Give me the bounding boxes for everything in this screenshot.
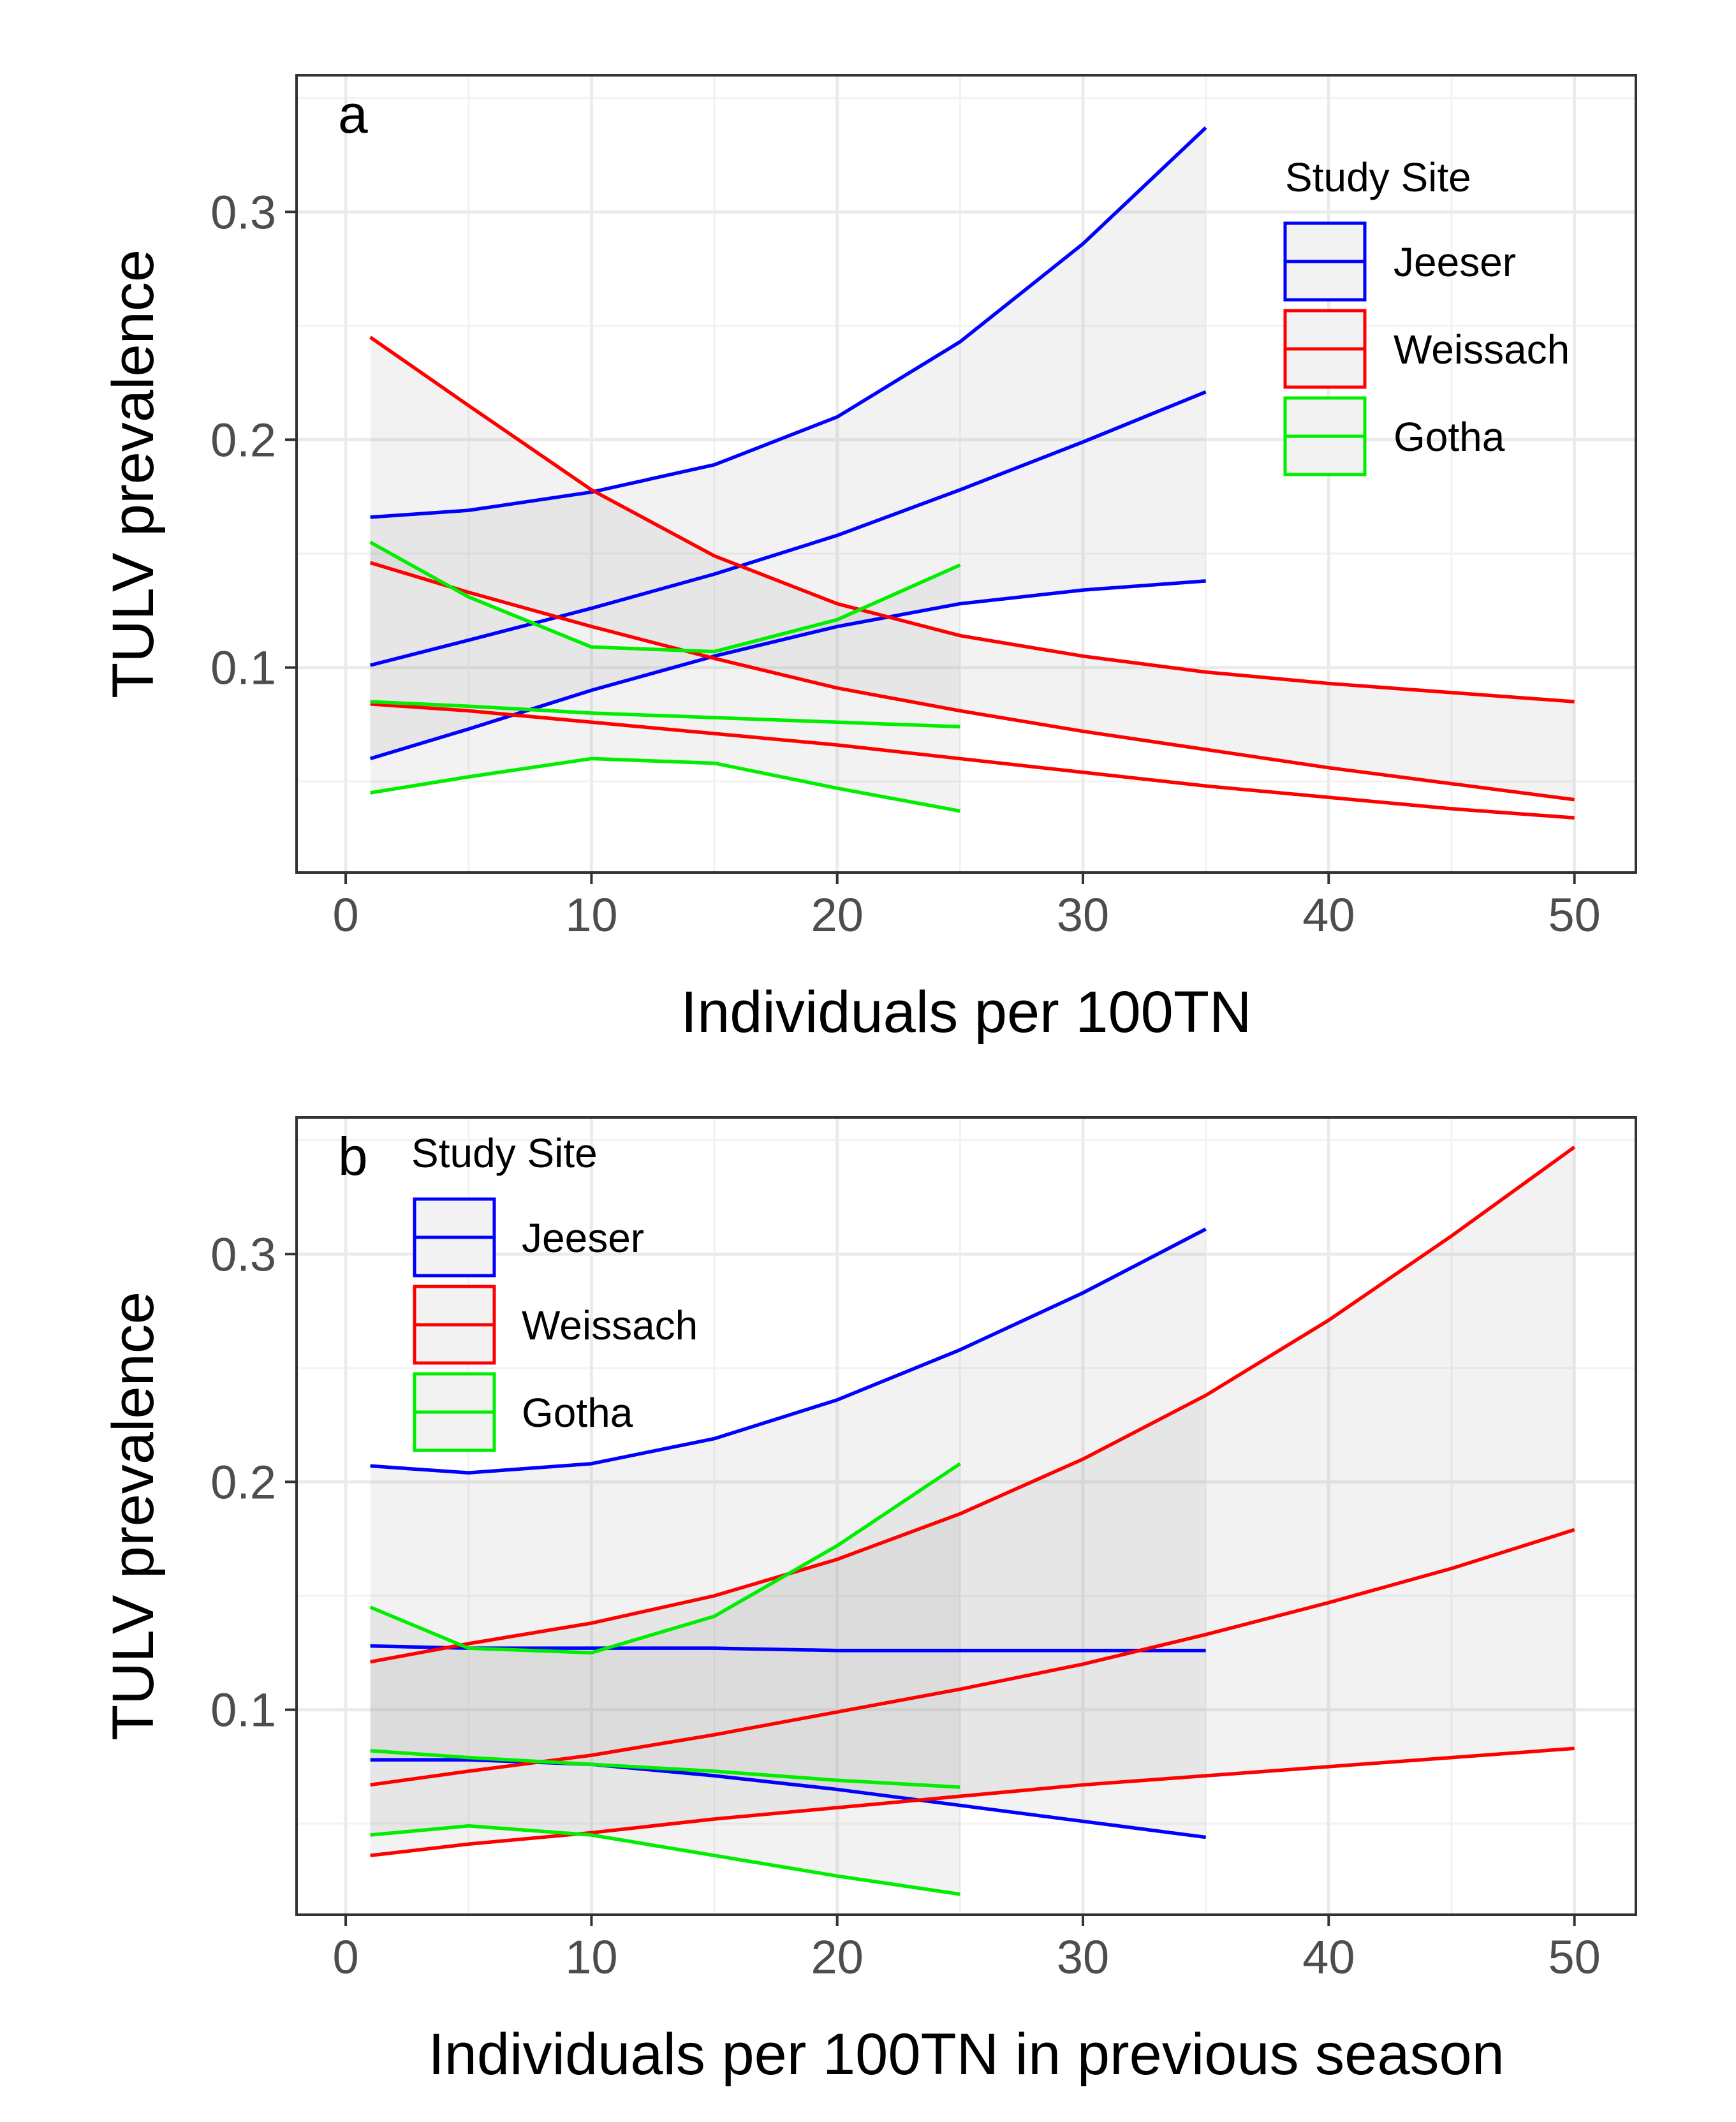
legend-label-gotha: Gotha [522, 1390, 633, 1436]
legend-label-weissach: Weissach [1394, 327, 1570, 372]
line-weissach-fit [370, 702, 1575, 820]
x-tick-label: 50 [1548, 888, 1601, 941]
line-gotha-fit [370, 700, 960, 729]
y-tick-label: 0.3 [210, 186, 276, 239]
ribbon-weissach [370, 337, 1575, 800]
line-jeeser-lower [369, 579, 1206, 761]
line-gotha-lower [370, 756, 960, 813]
panel-border [295, 74, 1637, 874]
ribbon-weissach [370, 1147, 1575, 1856]
x-axis-title: Individuals per 100TN [681, 980, 1252, 1045]
legend-item-jeeser: Jeeser [413, 1197, 644, 1278]
y-tick-label: 0.2 [210, 1455, 276, 1508]
legend: Study Site Jeeser Weissach Gotha [411, 1130, 698, 1452]
legend-label-jeeser: Jeeser [1394, 239, 1516, 285]
line-jeeser-upper [370, 126, 1207, 519]
line-weissach-upper [369, 335, 1575, 704]
legend-label-weissach: Weissach [522, 1302, 698, 1348]
legend-item-weissach: Weissach [1283, 309, 1570, 389]
y-tick-label: 0.1 [210, 1684, 276, 1737]
panel-a: 0 10 20 30 40 50 0.1 0.2 0.3 a Individuals per 1… [101, 74, 1637, 1045]
line-gotha-upper [369, 1462, 961, 1655]
x-tick-label: 0 [332, 1931, 358, 1984]
legend-item-gotha: Gotha [1283, 396, 1505, 476]
x-tick-label: 10 [565, 888, 617, 941]
axis-ticks [285, 1253, 1576, 1926]
plot-background [297, 75, 1636, 873]
legend-item-weissach: Weissach [413, 1285, 698, 1365]
line-weissach-lower [370, 1746, 1575, 1857]
panel-b: 0 10 20 30 40 50 0.1 0.2 0.3 b Individuals per 1… [101, 1116, 1637, 2087]
panel-border [295, 1116, 1637, 1916]
line-weissach-upper [370, 1146, 1576, 1664]
x-tick-label: 30 [1057, 888, 1109, 941]
y-tick-label: 0.3 [210, 1228, 276, 1281]
legend-label-gotha: Gotha [1394, 414, 1505, 460]
legend-item-gotha: Gotha [413, 1372, 633, 1452]
line-gotha-lower [370, 1824, 960, 1896]
x-tick-label: 30 [1057, 1931, 1109, 1984]
y-axis-title: TULV prevalence [101, 1292, 166, 1741]
axis-ticks [285, 210, 1576, 884]
line-gotha-fit [370, 1749, 960, 1789]
line-jeeser-upper [370, 1227, 1207, 1475]
y-tick-label: 0.2 [210, 413, 276, 466]
x-tick-label: 40 [1302, 888, 1355, 941]
legend-item-jeeser: Jeeser [1283, 221, 1516, 302]
x-axis-title: Individuals per 100TN in previous season [428, 2022, 1504, 2087]
series-lines [369, 1146, 1576, 1896]
legend-title: Study Site [411, 1130, 598, 1176]
x-tick-label: 50 [1548, 1931, 1601, 1984]
line-jeeser-fit [369, 390, 1207, 667]
legend-title: Study Site [1285, 154, 1471, 200]
ribbon-jeeser [370, 1229, 1206, 1838]
x-tick-label: 0 [332, 888, 358, 941]
series-lines [369, 126, 1575, 820]
tick-labels: 0 10 20 30 40 50 0.1 0.2 0.3 [210, 186, 1601, 941]
tick-labels: 0 10 20 30 40 50 0.1 0.2 0.3 [210, 1228, 1601, 1984]
legend-label-jeeser: Jeeser [522, 1215, 644, 1261]
x-tick-label: 40 [1302, 1931, 1355, 1984]
grid [297, 1117, 1636, 1915]
panel-tag: a [338, 84, 368, 144]
ribbon-jeeser [370, 128, 1206, 759]
line-gotha-upper [369, 540, 961, 654]
line-jeeser-lower [370, 1758, 1207, 1839]
y-axis-title: TULV prevalence [101, 249, 166, 698]
x-tick-label: 10 [565, 1931, 617, 1984]
y-tick-label: 0.1 [210, 642, 276, 695]
plot-background [297, 1117, 1636, 1915]
x-tick-label: 20 [811, 888, 864, 941]
x-tick-label: 20 [811, 1931, 864, 1984]
grid [297, 75, 1636, 873]
panel-tag: b [338, 1126, 368, 1186]
line-weissach-lower [369, 561, 1575, 802]
legend: Study Site Jeeser Weissach Gotha [1283, 154, 1570, 476]
